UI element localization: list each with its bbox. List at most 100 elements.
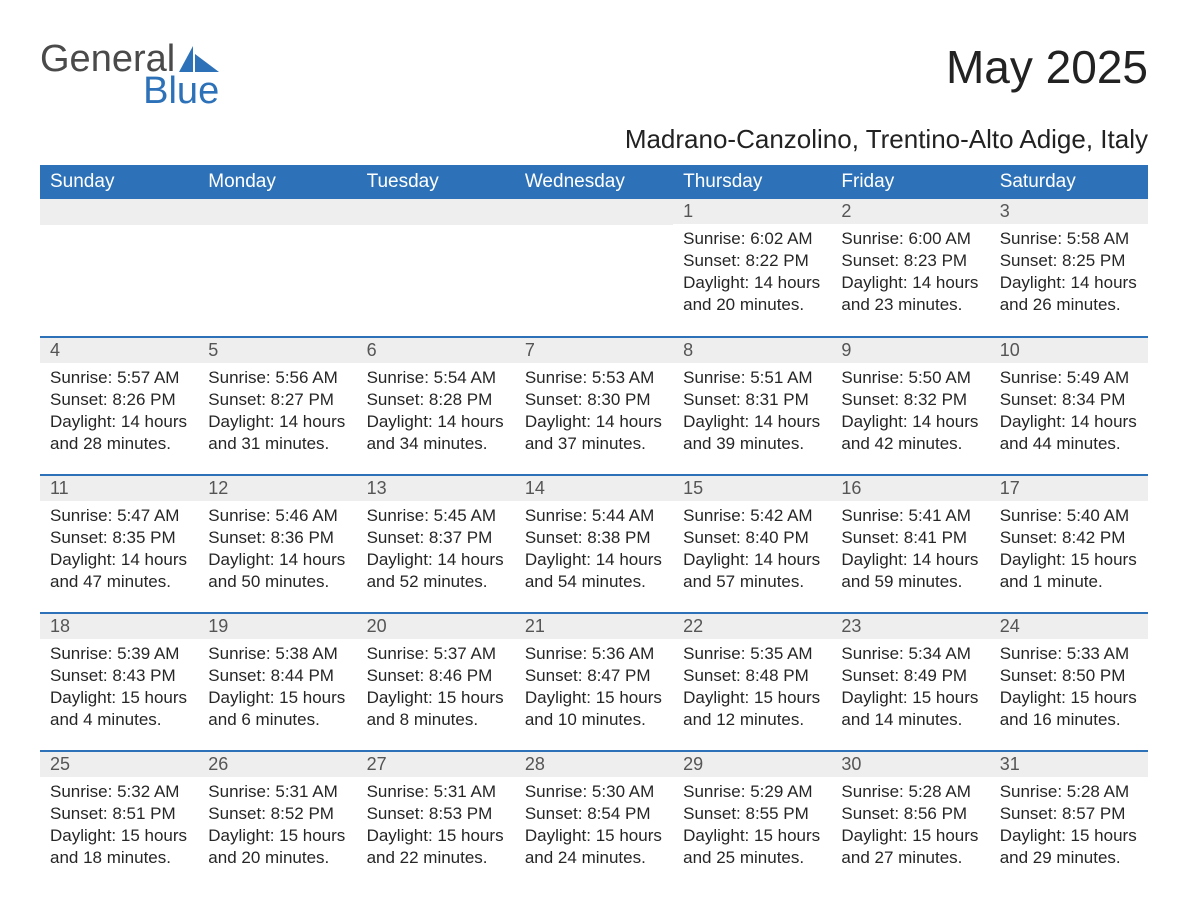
sunrise-text: Sunrise: 5:28 AM [1000,781,1138,803]
sunset-text: Sunset: 8:56 PM [841,803,979,825]
daylight-text: Daylight: 15 hours and 24 minutes. [525,825,663,869]
day-number: 16 [831,476,989,501]
weekday-header: Monday [198,165,356,199]
day-body: Sunrise: 5:33 AMSunset: 8:50 PMDaylight:… [990,639,1148,731]
calendar-day-cell: 16Sunrise: 5:41 AMSunset: 8:41 PMDayligh… [831,475,989,613]
calendar-day-cell: 10Sunrise: 5:49 AMSunset: 8:34 PMDayligh… [990,337,1148,475]
calendar-day-cell [357,199,515,337]
sunset-text: Sunset: 8:27 PM [208,389,346,411]
daylight-text: Daylight: 14 hours and 26 minutes. [1000,272,1138,316]
sunset-text: Sunset: 8:44 PM [208,665,346,687]
day-number: 25 [40,752,198,777]
day-number: 7 [515,338,673,363]
sunrise-text: Sunrise: 5:36 AM [525,643,663,665]
day-body: Sunrise: 5:36 AMSunset: 8:47 PMDaylight:… [515,639,673,731]
day-body: Sunrise: 5:34 AMSunset: 8:49 PMDaylight:… [831,639,989,731]
day-number: 24 [990,614,1148,639]
day-number: 13 [357,476,515,501]
daylight-text: Daylight: 15 hours and 29 minutes. [1000,825,1138,869]
day-body: Sunrise: 5:37 AMSunset: 8:46 PMDaylight:… [357,639,515,731]
daylight-text: Daylight: 15 hours and 18 minutes. [50,825,188,869]
sunrise-text: Sunrise: 5:31 AM [208,781,346,803]
day-body: Sunrise: 5:35 AMSunset: 8:48 PMDaylight:… [673,639,831,731]
daylight-text: Daylight: 14 hours and 44 minutes. [1000,411,1138,455]
calendar-day-cell: 21Sunrise: 5:36 AMSunset: 8:47 PMDayligh… [515,613,673,751]
sunrise-text: Sunrise: 5:32 AM [50,781,188,803]
day-number-empty [40,199,198,225]
day-body: Sunrise: 5:45 AMSunset: 8:37 PMDaylight:… [357,501,515,593]
sunrise-text: Sunrise: 5:47 AM [50,505,188,527]
sunrise-text: Sunrise: 5:37 AM [367,643,505,665]
day-number: 29 [673,752,831,777]
calendar-day-cell [515,199,673,337]
day-body: Sunrise: 5:40 AMSunset: 8:42 PMDaylight:… [990,501,1148,593]
calendar-day-cell: 23Sunrise: 5:34 AMSunset: 8:49 PMDayligh… [831,613,989,751]
day-body: Sunrise: 5:29 AMSunset: 8:55 PMDaylight:… [673,777,831,869]
sunrise-text: Sunrise: 5:57 AM [50,367,188,389]
calendar-day-cell: 18Sunrise: 5:39 AMSunset: 8:43 PMDayligh… [40,613,198,751]
calendar-day-cell: 29Sunrise: 5:29 AMSunset: 8:55 PMDayligh… [673,751,831,889]
day-number: 19 [198,614,356,639]
day-body: Sunrise: 5:58 AMSunset: 8:25 PMDaylight:… [990,224,1148,316]
calendar-table: SundayMondayTuesdayWednesdayThursdayFrid… [40,165,1148,889]
calendar-day-cell: 15Sunrise: 5:42 AMSunset: 8:40 PMDayligh… [673,475,831,613]
calendar-day-cell: 5Sunrise: 5:56 AMSunset: 8:27 PMDaylight… [198,337,356,475]
daylight-text: Daylight: 15 hours and 27 minutes. [841,825,979,869]
day-body: Sunrise: 5:53 AMSunset: 8:30 PMDaylight:… [515,363,673,455]
weekday-header: Tuesday [357,165,515,199]
day-number: 3 [990,199,1148,224]
weekday-header: Saturday [990,165,1148,199]
day-number: 1 [673,199,831,224]
sunrise-text: Sunrise: 5:42 AM [683,505,821,527]
daylight-text: Daylight: 14 hours and 50 minutes. [208,549,346,593]
day-number: 11 [40,476,198,501]
day-body: Sunrise: 5:49 AMSunset: 8:34 PMDaylight:… [990,363,1148,455]
daylight-text: Daylight: 14 hours and 28 minutes. [50,411,188,455]
sunrise-text: Sunrise: 5:29 AM [683,781,821,803]
sunrise-text: Sunrise: 5:49 AM [1000,367,1138,389]
day-number: 5 [198,338,356,363]
daylight-text: Daylight: 14 hours and 34 minutes. [367,411,505,455]
location-subtitle: Madrano-Canzolino, Trentino-Alto Adige, … [40,124,1148,155]
daylight-text: Daylight: 14 hours and 47 minutes. [50,549,188,593]
sunrise-text: Sunrise: 5:28 AM [841,781,979,803]
calendar-day-cell: 13Sunrise: 5:45 AMSunset: 8:37 PMDayligh… [357,475,515,613]
calendar-day-cell: 31Sunrise: 5:28 AMSunset: 8:57 PMDayligh… [990,751,1148,889]
daylight-text: Daylight: 15 hours and 10 minutes. [525,687,663,731]
daylight-text: Daylight: 15 hours and 1 minute. [1000,549,1138,593]
day-number: 30 [831,752,989,777]
calendar-day-cell: 3Sunrise: 5:58 AMSunset: 8:25 PMDaylight… [990,199,1148,337]
day-body: Sunrise: 5:57 AMSunset: 8:26 PMDaylight:… [40,363,198,455]
calendar-day-cell [198,199,356,337]
day-number: 14 [515,476,673,501]
sunrise-text: Sunrise: 5:54 AM [367,367,505,389]
sunrise-text: Sunrise: 5:38 AM [208,643,346,665]
sunset-text: Sunset: 8:26 PM [50,389,188,411]
calendar-day-cell: 9Sunrise: 5:50 AMSunset: 8:32 PMDaylight… [831,337,989,475]
sunrise-text: Sunrise: 5:39 AM [50,643,188,665]
sunset-text: Sunset: 8:30 PM [525,389,663,411]
calendar-day-cell: 17Sunrise: 5:40 AMSunset: 8:42 PMDayligh… [990,475,1148,613]
day-number: 15 [673,476,831,501]
sunset-text: Sunset: 8:49 PM [841,665,979,687]
day-number-empty [357,199,515,225]
day-number: 27 [357,752,515,777]
sunset-text: Sunset: 8:35 PM [50,527,188,549]
weekday-header-row: SundayMondayTuesdayWednesdayThursdayFrid… [40,165,1148,199]
day-body: Sunrise: 5:32 AMSunset: 8:51 PMDaylight:… [40,777,198,869]
day-number: 21 [515,614,673,639]
calendar-day-cell: 20Sunrise: 5:37 AMSunset: 8:46 PMDayligh… [357,613,515,751]
daylight-text: Daylight: 14 hours and 31 minutes. [208,411,346,455]
day-number: 9 [831,338,989,363]
daylight-text: Daylight: 15 hours and 6 minutes. [208,687,346,731]
day-number: 22 [673,614,831,639]
day-number: 8 [673,338,831,363]
sunset-text: Sunset: 8:55 PM [683,803,821,825]
sunrise-text: Sunrise: 5:50 AM [841,367,979,389]
sunset-text: Sunset: 8:53 PM [367,803,505,825]
sunset-text: Sunset: 8:32 PM [841,389,979,411]
calendar-day-cell: 8Sunrise: 5:51 AMSunset: 8:31 PMDaylight… [673,337,831,475]
sunset-text: Sunset: 8:46 PM [367,665,505,687]
daylight-text: Daylight: 15 hours and 8 minutes. [367,687,505,731]
sunrise-text: Sunrise: 6:02 AM [683,228,821,250]
